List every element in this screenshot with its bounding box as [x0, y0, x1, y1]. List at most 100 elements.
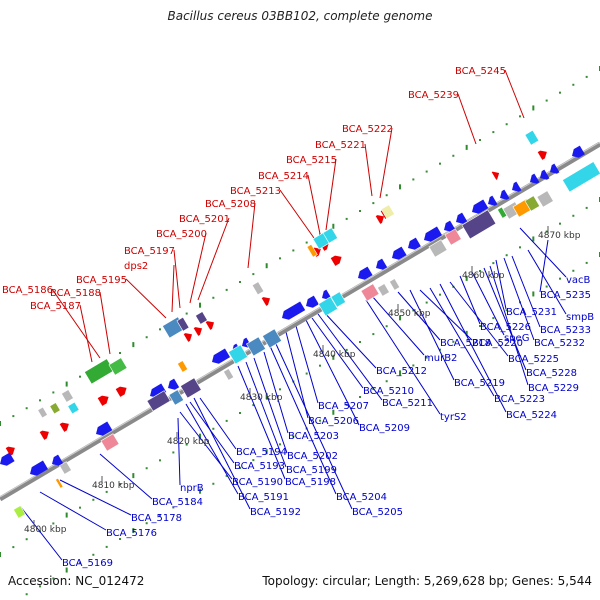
gene-label[interactable]: BCA_5218 [440, 338, 491, 349]
gene-feature[interactable] [491, 169, 502, 180]
gene-feature[interactable] [547, 163, 560, 177]
gene-label[interactable]: BCA_5176 [106, 528, 157, 539]
gene-label[interactable]: BCA_5188 [50, 288, 101, 299]
gene-feature[interactable] [569, 145, 585, 161]
gene-label[interactable]: BCA_5226 [480, 322, 531, 333]
gene-label[interactable]: BCA_5192 [250, 507, 301, 518]
gene-feature[interactable] [375, 213, 387, 224]
gene-feature[interactable] [355, 266, 373, 283]
gene-feature[interactable] [183, 331, 195, 342]
gene-feature[interactable] [261, 295, 273, 306]
gene-feature[interactable] [251, 281, 265, 296]
gene-feature[interactable] [59, 461, 72, 475]
gene-label[interactable]: BCA_5213 [230, 186, 281, 197]
gene-feature[interactable] [168, 389, 185, 406]
gene-feature[interactable] [5, 444, 17, 456]
gene-feature[interactable] [49, 402, 61, 415]
gene-feature[interactable] [537, 169, 550, 183]
gene-label[interactable]: BCA_5223 [494, 394, 545, 405]
gene-feature[interactable] [444, 228, 462, 246]
gene-feature[interactable] [377, 283, 390, 297]
gene-feature[interactable] [524, 195, 541, 212]
gene-feature[interactable] [49, 454, 64, 469]
gene-feature[interactable] [228, 344, 249, 365]
gene-label[interactable]: BCA_5215 [286, 155, 337, 166]
gene-feature[interactable] [428, 239, 448, 258]
gene-label[interactable]: nprB [180, 483, 204, 494]
gene-label[interactable]: BCA_5190 [232, 477, 283, 488]
gene-label[interactable]: murB2 [424, 353, 457, 364]
gene-feature[interactable] [223, 368, 235, 381]
gene-feature[interactable] [306, 243, 318, 258]
gene-label[interactable]: BCA_5220 [472, 338, 523, 349]
gene-feature[interactable] [180, 377, 202, 399]
gene-feature[interactable] [246, 336, 267, 357]
gene-label[interactable]: BCA_5198 [285, 477, 336, 488]
gene-label[interactable]: BCA_5232 [534, 338, 585, 349]
gene-feature[interactable] [537, 148, 549, 160]
gene-feature[interactable] [497, 189, 510, 203]
gene-feature[interactable] [330, 253, 344, 266]
gene-feature[interactable] [562, 161, 600, 193]
gene-feature[interactable] [27, 460, 49, 479]
gene-feature[interactable] [469, 199, 489, 217]
gene-feature[interactable] [373, 258, 388, 273]
gene-label[interactable]: BCA_5214 [258, 171, 309, 182]
gene-label[interactable]: BCA_5204 [336, 492, 387, 503]
gene-label[interactable]: BCA_5245 [455, 66, 506, 77]
gene-label[interactable]: BCA_5205 [352, 507, 403, 518]
gene-label[interactable]: BCA_5206 [308, 416, 359, 427]
gene-label[interactable]: BCA_5193 [234, 461, 285, 472]
gene-feature[interactable] [279, 301, 306, 322]
gene-feature[interactable] [536, 190, 554, 208]
gene-label[interactable]: BCA_5212 [376, 366, 427, 377]
gene-feature[interactable] [389, 278, 401, 291]
gene-feature[interactable] [318, 296, 339, 317]
gene-label[interactable]: BCA_5222 [342, 124, 393, 135]
gene-feature[interactable] [176, 316, 190, 332]
gene-label[interactable]: BCA_5229 [528, 383, 579, 394]
gene-label[interactable]: BCA_5225 [508, 354, 559, 365]
gene-feature[interactable] [13, 505, 26, 519]
gene-label[interactable]: BCA_5235 [540, 290, 591, 301]
gene-feature[interactable] [303, 295, 319, 311]
gene-feature[interactable] [55, 477, 64, 489]
gene-feature[interactable] [37, 406, 48, 419]
gene-label[interactable]: speG [504, 333, 529, 344]
gene-label[interactable]: BCA_5211 [382, 398, 433, 409]
gene-label[interactable]: BCA_5233 [540, 325, 591, 336]
gene-feature[interactable] [61, 389, 74, 403]
gene-label[interactable]: BCA_5169 [62, 558, 113, 569]
gene-feature[interactable] [527, 173, 540, 187]
gene-label[interactable]: BCA_5199 [286, 465, 337, 476]
gene-label[interactable]: BCA_5178 [131, 513, 182, 524]
gene-feature[interactable] [177, 360, 189, 373]
gene-label[interactable]: BCA_5210 [363, 386, 414, 397]
gene-feature[interactable] [509, 181, 522, 195]
gene-feature[interactable] [360, 283, 380, 302]
gene-label[interactable]: BCA_5203 [288, 431, 339, 442]
gene-feature[interactable] [524, 129, 540, 146]
gene-feature[interactable] [193, 325, 205, 336]
gene-feature[interactable] [497, 206, 508, 219]
gene-feature[interactable] [93, 421, 113, 439]
gene-feature[interactable] [205, 319, 217, 330]
gene-label[interactable]: BCA_5184 [152, 497, 203, 508]
gene-feature[interactable] [84, 358, 115, 385]
gene-feature[interactable] [389, 246, 407, 263]
gene-feature[interactable] [115, 384, 129, 397]
gene-label[interactable]: tyrS2 [440, 412, 467, 423]
gene-label[interactable]: dps2 [124, 261, 148, 272]
gene-label[interactable]: BCA_5207 [318, 401, 369, 412]
gene-label[interactable]: BCA_5231 [506, 307, 557, 318]
gene-feature[interactable] [195, 311, 208, 325]
gene-feature[interactable] [146, 390, 171, 412]
gene-feature[interactable] [108, 357, 128, 376]
gene-feature[interactable] [453, 212, 468, 227]
gene-feature[interactable] [421, 226, 443, 245]
gene-feature[interactable] [380, 204, 395, 220]
gene-feature[interactable] [0, 452, 15, 469]
gene-feature[interactable] [322, 227, 339, 244]
gene-feature[interactable] [39, 428, 51, 440]
gene-feature[interactable] [405, 237, 421, 253]
